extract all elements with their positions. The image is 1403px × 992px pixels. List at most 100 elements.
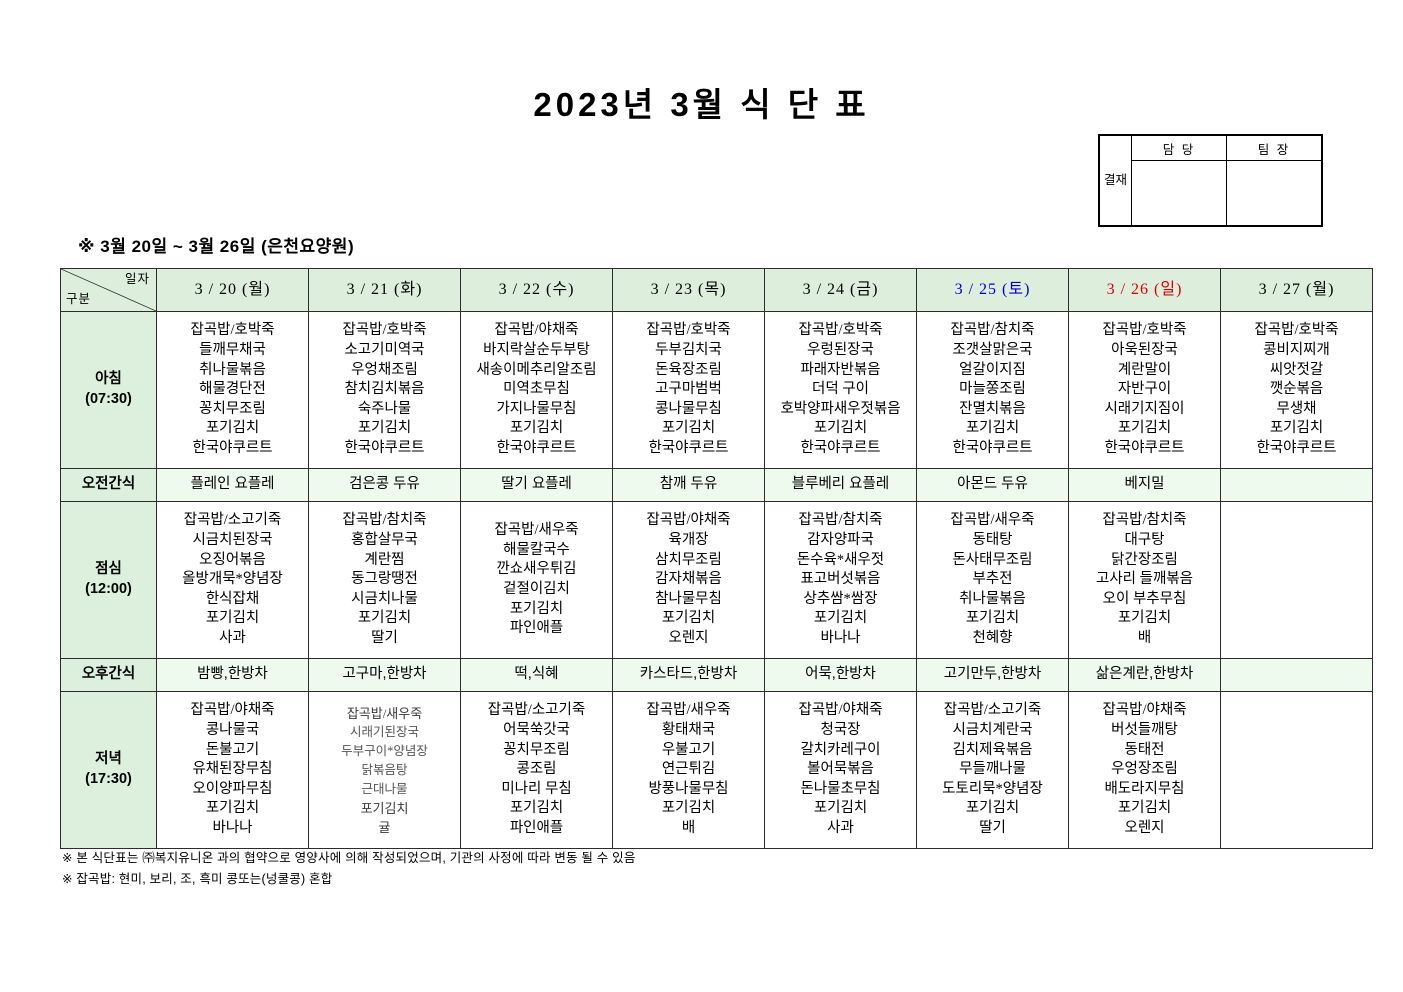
lunch-cell-day-1[interactable]: 잡곡밥/소고기죽 시금치된장국 오징어볶음 올방개묵*양념장 한식잡채 포기김치 사과 [156, 501, 309, 659]
morning-snack-cell-day-3[interactable]: 딸기 요플레 [460, 468, 613, 502]
afternoon-snack-cell-day-6[interactable]: 고기만두,한방차 [916, 658, 1069, 692]
dinner-cell-day-5[interactable]: 잡곡밥/야채죽 청국장 갈치카레구이 볼어묵볶음 돈나물초무침 포기김치 사과 [764, 691, 917, 849]
menu-item: 돈불고기 [205, 741, 260, 758]
lunch-cell-day-5[interactable]: 잡곡밥/참치죽 감자양파국 돈수육*새우젓 표고버섯볶음 상추쌈*쌈장 포기김치 바나나 [764, 501, 917, 659]
date-range-subtitle: ※ 3월 20일 ~ 3월 26일 (은천요양원) [78, 237, 355, 256]
afternoon-snack-cell-day-5[interactable]: 어묵,한방차 [764, 658, 917, 692]
menu-item: 오이 부추무침 [1102, 590, 1187, 607]
approval-column-manager: 담 당 [1131, 135, 1227, 161]
dinner-cell-day-4[interactable]: 잡곡밥/새우죽 황태채국 우불고기 연근튀김 방풍나물무침 포기김치 배 [612, 691, 765, 849]
header-day-1[interactable]: 3 / 20 (월) [156, 268, 309, 312]
menu-item: 포기김치 [965, 610, 1020, 627]
menu-item: 볼어묵볶음 [807, 761, 874, 778]
header-day-4[interactable]: 3 / 23 (목) [612, 268, 765, 312]
breakfast-cell-day-8[interactable]: 잡곡밥/호박죽 콩비지찌개 씨앗젓갈 깻순볶음 무생채 포기김치 한국야쿠르트 [1220, 311, 1373, 469]
header-day-3[interactable]: 3 / 22 (수) [460, 268, 613, 312]
menu-item: 포기김치 [661, 800, 716, 817]
lunch-cell-day-2[interactable]: 잡곡밥/참치죽 홍합살무국 계란찜 동그랑땡전 시금치나물 포기김치 딸기 [308, 501, 461, 659]
approval-signature-manager[interactable] [1131, 160, 1227, 226]
morning-snack-label: 오전간식 [60, 468, 157, 502]
dinner-cell-day-7[interactable]: 잡곡밥/야채죽 버섯들깨탕 동태전 우엉장조림 배도라지무침 포기김치 오렌지 [1068, 691, 1221, 849]
menu-item: 포기김치 [357, 420, 412, 437]
menu-item: 깻순볶음 [1269, 381, 1324, 398]
menu-item: 얼갈이지짐 [959, 361, 1026, 378]
breakfast-cell-day-1[interactable]: 잡곡밥/호박죽 들깨무채국 취나물볶음 해물경단전 꽁치무조림 포기김치 한국야쿠르트 [156, 311, 309, 469]
approval-column-teamlead: 팀 장 [1226, 135, 1322, 161]
morning-snack-cell-day-2[interactable]: 검은콩 두유 [308, 468, 461, 502]
menu-item: 고구마범벅 [655, 381, 722, 398]
dinner-cell-day-8[interactable] [1220, 691, 1373, 849]
lunch-cell-day-3[interactable]: 잡곡밥/새우죽 해물칼국수 깐쇼새우튀김 겉절이김치 포기김치 파인애플 [460, 501, 613, 659]
afternoon-snack-cell-day-1[interactable]: 밤빵,한방차 [156, 658, 309, 692]
breakfast-cell-day-7[interactable]: 잡곡밥/호박죽 아욱된장국 계란말이 자반구이 시래기지짐이 포기김치 한국야쿠르트 [1068, 311, 1221, 469]
afternoon-snack-cell-day-7[interactable]: 삶은계란,한방차 [1068, 658, 1221, 692]
afternoon-snack-cell-day-2[interactable]: 고구마,한방차 [308, 658, 461, 692]
morning-snack-cell-day-7[interactable]: 베지밀 [1068, 468, 1221, 502]
menu-item: 포기김치 [1117, 610, 1172, 627]
morning-snack-cell-day-8[interactable] [1220, 468, 1373, 502]
menu-item: 동태전 [1124, 741, 1165, 758]
menu-item: 파래자반볶음 [800, 361, 881, 378]
menu-item: 자반구이 [1117, 381, 1172, 398]
lunch-cell-day-6[interactable]: 잡곡밥/새우죽 동태탕 돈사태무조림 부추전 취나물볶음 포기김치 천혜향 [916, 501, 1069, 659]
menu-item: 잡곡밥/참치죽 [798, 512, 883, 529]
afternoon-snack-cell-day-4[interactable]: 카스타드,한방차 [612, 658, 765, 692]
dinner-cell-day-1[interactable]: 잡곡밥/야채죽 콩나물국 돈불고기 유채된장무침 오이양파무침 포기김치 바나나 [156, 691, 309, 849]
breakfast-cell-day-5[interactable]: 잡곡밥/호박죽 우렁된장국 파래자반볶음 더덕 구이 호박양파새우젓볶음 포기김치 한국야쿠… [764, 311, 917, 469]
header-day-6[interactable]: 3 / 25 (토) [916, 268, 1069, 312]
menu-item: 조갯살맑은국 [952, 342, 1033, 359]
menu-item: 시금치된장국 [192, 532, 273, 549]
menu-item: 잡곡밥/야채죽 [190, 702, 275, 719]
menu-item: 잡곡밥/호박죽 [342, 322, 427, 339]
afternoon-snack-cell-day-8[interactable] [1220, 658, 1373, 692]
menu-item: 포기김치 [1117, 420, 1172, 437]
breakfast-cell-day-2[interactable]: 잡곡밥/호박죽 소고기미역국 우엉채조림 참치김치볶음 숙주나물 포기김치 한국야쿠르트 [308, 311, 461, 469]
header-day-8[interactable]: 3 / 27 (월) [1220, 268, 1373, 312]
menu-item: 포기김치 [661, 610, 716, 627]
header-day-5[interactable]: 3 / 24 (금) [764, 268, 917, 312]
breakfast-cell-day-3[interactable]: 잡곡밥/야채죽 바지락살순두부탕 새송이메추리알조림 미역초무침 가지나물무침 포기김치 한… [460, 311, 613, 469]
menu-item: 포기김치 [1269, 420, 1324, 437]
menu-item: 잡곡밥/참치죽 [950, 322, 1035, 339]
menu-item: 닭간장조림 [1111, 551, 1178, 568]
dinner-cell-day-6[interactable]: 잡곡밥/소고기죽 시금치계란국 김치제육볶음 무들깨나물 도토리묵*양념장 포기김치 딸기 [916, 691, 1069, 849]
menu-item: 바지락살순두부탕 [483, 342, 590, 359]
menu-item: 바나나 [820, 629, 861, 646]
breakfast-cell-day-6[interactable]: 잡곡밥/참치죽 조갯살맑은국 얼갈이지짐 마늘쫑조림 잔멸치볶음 포기김치 한국야쿠르트 [916, 311, 1069, 469]
dinner-cell-day-3[interactable]: 잡곡밥/소고기죽 어묵쑥갓국 꽁치무조림 콩조림 미나리 무침 포기김치 파인애플 [460, 691, 613, 849]
menu-item: 한국야쿠르트 [192, 439, 273, 456]
menu-item: 미나리 무침 [501, 780, 572, 797]
morning-snack-cell-day-6[interactable]: 아몬드 두유 [916, 468, 1069, 502]
approval-signature-teamlead[interactable] [1226, 160, 1322, 226]
morning-snack-row: 오전간식 플레인 요플레 검은콩 두유 딸기 요플레 참깨 두유 블루베리 요플레 아몬드 … [60, 468, 1373, 502]
menu-item: 해물칼국수 [503, 541, 570, 558]
header-day-7[interactable]: 3 / 26 (일) [1068, 268, 1221, 312]
lunch-cell-day-4[interactable]: 잡곡밥/야채죽 육개장 삼치무조림 감자채볶음 참나물무침 포기김치 오렌지 [612, 501, 765, 659]
morning-snack-cell-day-5[interactable]: 블루베리 요플레 [764, 468, 917, 502]
menu-item: 잡곡밥/소고기죽 [183, 512, 282, 529]
menu-item: 감자채볶음 [655, 571, 722, 588]
afternoon-snack-cell-day-3[interactable]: 떡,식혜 [460, 658, 613, 692]
morning-snack-cell-day-4[interactable]: 참깨 두유 [612, 468, 765, 502]
menu-item: 두부구이*양념장 [341, 743, 428, 758]
menu-item: 돈사태무조림 [952, 551, 1033, 568]
footer-note-2: ※ 잡곡밥: 현미, 보리, 조, 흑미 콩또는(넝쿨콩) 혼합 [62, 872, 333, 886]
menu-item: 포기김치 [509, 800, 564, 817]
menu-item: 깐쇼새우튀김 [496, 561, 577, 578]
footer-note-1: ※ 본 식단표는 ㈜복지유니온 과의 협약으로 영양사에 의해 작성되었으며, … [62, 851, 636, 865]
menu-item: 잡곡밥/소고기죽 [943, 702, 1042, 719]
menu-item: 버섯들깨탕 [1111, 722, 1178, 739]
morning-snack-cell-day-1[interactable]: 플레인 요플레 [156, 468, 309, 502]
lunch-cell-day-8[interactable] [1220, 501, 1373, 659]
menu-item: 포기김치 [360, 800, 409, 816]
menu-item: 홍합살무국 [351, 532, 418, 549]
menu-item: 꽁치무조림 [199, 400, 266, 417]
breakfast-cell-day-4[interactable]: 잡곡밥/호박죽 두부김치국 돈육장조림 고구마범벅 콩나물무침 포기김치 한국야쿠르트 [612, 311, 765, 469]
lunch-cell-day-7[interactable]: 잡곡밥/참치죽 대구탕 닭간장조림 고사리 들깨볶음 오이 부추무침 포기김치 배 [1068, 501, 1221, 659]
breakfast-label: 아침 (07:30) [60, 311, 157, 469]
header-day-2[interactable]: 3 / 21 (화) [308, 268, 461, 312]
menu-item: 잡곡밥/새우죽 [346, 705, 423, 721]
dinner-cell-day-2[interactable]: 잡곡밥/새우죽 시래기된장국 두부구이*양념장 닭볶음탕 근대나물 포기김치 귤 [308, 691, 461, 849]
header-corner-cell: 일자 구분 [60, 268, 157, 312]
menu-item: 호박양파새우젓볶음 [780, 400, 901, 417]
